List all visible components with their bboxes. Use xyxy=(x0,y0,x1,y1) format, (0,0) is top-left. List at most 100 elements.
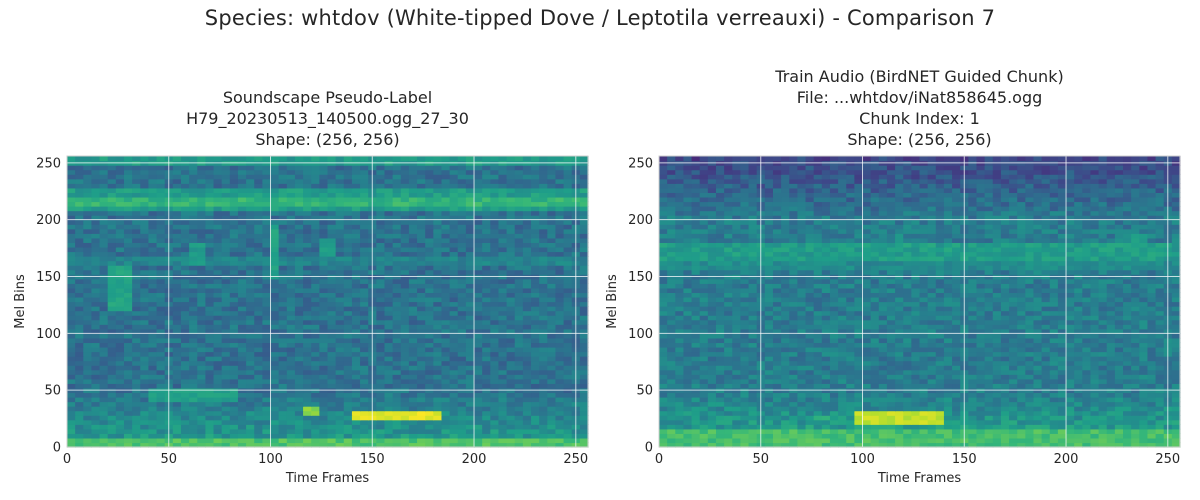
heatmap-cell xyxy=(506,369,516,375)
heatmap-cell xyxy=(927,424,937,430)
heatmap-cell xyxy=(482,256,491,262)
heatmap-cell xyxy=(246,183,255,189)
heatmap-cell xyxy=(1074,410,1083,416)
heatmap-cell xyxy=(213,237,223,243)
heatmap-cell xyxy=(522,369,532,375)
heatmap-cell xyxy=(205,437,215,444)
heatmap-cell xyxy=(449,310,459,316)
heatmap-cell xyxy=(140,433,150,439)
heatmap-cell xyxy=(1171,419,1181,425)
heatmap-cell xyxy=(221,374,231,380)
heatmap-cell xyxy=(1074,442,1083,448)
heatmap-cell xyxy=(278,306,288,312)
heatmap-cell xyxy=(417,337,426,344)
heatmap-cell xyxy=(490,356,500,362)
heatmap-cell xyxy=(563,306,573,312)
heatmap-cell xyxy=(311,296,320,303)
heatmap-cell xyxy=(360,337,369,344)
heatmap-cell xyxy=(1098,406,1108,412)
heatmap-cell xyxy=(417,292,426,298)
heatmap-cell xyxy=(1147,437,1157,444)
heatmap-cell xyxy=(351,178,361,184)
heatmap-cell xyxy=(327,392,337,398)
heatmap-cell xyxy=(457,428,467,434)
heatmap-cell xyxy=(335,219,345,225)
heatmap-cell xyxy=(156,346,166,353)
heatmap-cell xyxy=(433,246,443,253)
heatmap-cell xyxy=(417,210,426,216)
heatmap-cell xyxy=(417,265,426,271)
heatmap-cell xyxy=(498,215,508,221)
heatmap-cell xyxy=(205,360,215,366)
heatmap-cell xyxy=(465,415,475,421)
heatmap-cell xyxy=(319,378,329,384)
heatmap-cell xyxy=(213,315,223,321)
heatmap-cell xyxy=(449,219,459,225)
heatmap-cell xyxy=(343,378,353,384)
heatmap-cell xyxy=(539,219,548,225)
heatmap-cell xyxy=(335,287,345,294)
heatmap-cell xyxy=(506,351,516,357)
heatmap-cell xyxy=(221,187,231,193)
heatmap-cell xyxy=(539,383,548,389)
heatmap-cell xyxy=(254,337,263,344)
heatmap-cell xyxy=(474,315,483,321)
heatmap-cell xyxy=(425,237,434,243)
heatmap-cell xyxy=(579,169,589,175)
heatmap-cell xyxy=(123,174,133,180)
heatmap-cell xyxy=(433,174,443,180)
heatmap-cell xyxy=(294,269,304,275)
heatmap-cell xyxy=(197,324,206,330)
heatmap-cell xyxy=(286,315,296,321)
heatmap-cell xyxy=(172,301,182,307)
heatmap-cell xyxy=(384,442,394,448)
heatmap-cell xyxy=(123,192,133,198)
heatmap-cell xyxy=(294,296,304,303)
heatmap-cell xyxy=(417,401,426,407)
heatmap-cell xyxy=(400,374,410,380)
heatmap-cell xyxy=(522,237,532,243)
heatmap-cell xyxy=(408,210,418,216)
heatmap-cell xyxy=(968,401,978,407)
heatmap-cell xyxy=(270,328,280,334)
heatmap-cell xyxy=(400,256,410,262)
heatmap-cell xyxy=(83,306,93,312)
heatmap-cell xyxy=(270,319,280,325)
heatmap-cell xyxy=(547,287,557,294)
heatmap-cell xyxy=(539,165,548,171)
heatmap-cell xyxy=(465,201,475,207)
heatmap-cell xyxy=(148,369,158,375)
heatmap-cell xyxy=(99,292,109,298)
heatmap-cell xyxy=(392,315,402,321)
heatmap-cell xyxy=(303,374,312,380)
heatmap-cell xyxy=(140,292,150,298)
heatmap-cell xyxy=(441,324,451,330)
heatmap-cell xyxy=(1114,424,1124,430)
heatmap-cell xyxy=(400,283,410,289)
heatmap-cell xyxy=(376,169,386,175)
heatmap-cell xyxy=(935,442,945,448)
heatmap-cell xyxy=(474,378,483,384)
heatmap-cell xyxy=(474,283,483,289)
heatmap-cell xyxy=(197,360,206,366)
heatmap-cell xyxy=(172,187,182,193)
heatmap-cell xyxy=(449,346,459,353)
heatmap-cell xyxy=(886,406,896,412)
heatmap-cell xyxy=(862,383,872,389)
heatmap-cell xyxy=(189,192,198,198)
heatmap-cell xyxy=(319,206,329,212)
heatmap-cell xyxy=(360,419,369,425)
heatmap-cell xyxy=(968,437,978,444)
heatmap-cell xyxy=(270,333,280,339)
heatmap-cell xyxy=(237,242,247,248)
heatmap-cell xyxy=(351,265,361,271)
heatmap-cell xyxy=(262,237,272,243)
heatmap-cell xyxy=(83,369,93,375)
heatmap-cell xyxy=(392,251,402,257)
heatmap-cell xyxy=(1131,401,1140,407)
heatmap-cell xyxy=(91,351,101,357)
heatmap-cell xyxy=(935,424,945,430)
heatmap-cell xyxy=(384,428,394,434)
heatmap-cell xyxy=(237,237,247,243)
heatmap-cell xyxy=(531,156,540,162)
